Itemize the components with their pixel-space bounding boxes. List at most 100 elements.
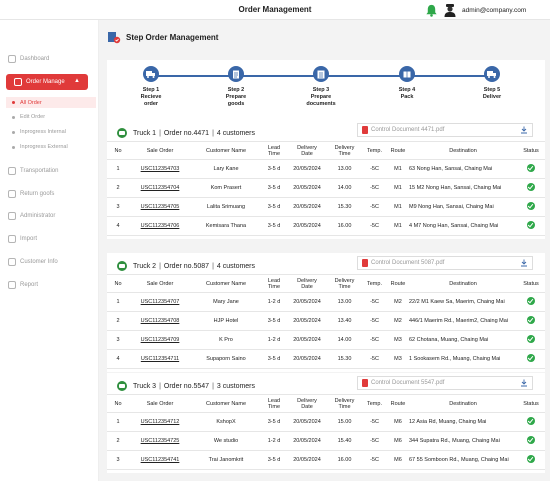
sidebar-item-order-manage[interactable]: Order Manage ▲ bbox=[6, 74, 88, 90]
sale-order-link[interactable]: USC112354704 bbox=[129, 178, 191, 198]
row-no: 3 bbox=[107, 450, 129, 470]
lead-time: 3-5 d bbox=[261, 450, 287, 470]
sidebar-item-customer-info[interactable]: Customer Info bbox=[8, 256, 58, 267]
submenu-label: Inprogress External bbox=[20, 144, 68, 150]
submenu-all-order[interactable]: All Order bbox=[6, 97, 96, 108]
page-title: Step Order Management bbox=[126, 32, 219, 42]
submenu-inprogress-internal[interactable]: Inprogress Internal bbox=[12, 129, 66, 135]
sidebar-item-dashboard[interactable]: Dashboard bbox=[8, 53, 49, 64]
bullet-icon bbox=[12, 130, 15, 134]
sale-order-link[interactable]: USC112354709 bbox=[129, 330, 191, 350]
table-row[interactable]: 4 USC112354706 Kemisara Thana 3-5 d 20/05/20… bbox=[107, 216, 545, 236]
download-icon[interactable] bbox=[520, 259, 528, 267]
control-document-field[interactable]: Control Document 4471.pdf bbox=[357, 123, 533, 137]
sale-order-link[interactable]: USC112354706 bbox=[129, 216, 191, 236]
control-document-field[interactable]: Control Document 5087.pdf bbox=[357, 256, 533, 270]
report-icon bbox=[8, 280, 16, 289]
check-circle-icon bbox=[527, 297, 535, 305]
sale-order-link[interactable]: USC112354725 bbox=[129, 431, 191, 451]
header-line: Time bbox=[338, 283, 351, 290]
header-line: Lead bbox=[267, 277, 281, 284]
truck-card: Truck 2 | Order no.5087 | 4 customers Control… bbox=[107, 253, 545, 372]
sidebar-item-return-goods[interactable]: Return goofs bbox=[8, 188, 54, 199]
table-row[interactable]: 1 USC112354712 KshopX 3-5 d 20/05/2024 15.00-… bbox=[107, 412, 545, 432]
col-sale-order: Sale Order bbox=[129, 141, 191, 160]
delivery-time: 15.30 bbox=[327, 197, 362, 217]
col-customer: Customer Name bbox=[191, 394, 261, 413]
lead-time: 1-2 d bbox=[261, 330, 287, 350]
table-row[interactable]: 1 USC112354707 Mary Jane 1-2 d 20/05/2024 13.… bbox=[107, 292, 545, 312]
temperature: -5C bbox=[362, 311, 387, 331]
destination: 446/1 Maerim Rd., Maerim2, Chaing Mai bbox=[409, 311, 517, 331]
table-row[interactable]: 2 USC112354708 HJP Hotel 3-5 d 20/05/2024 13.… bbox=[107, 311, 545, 331]
truck-label: Truck 3 bbox=[133, 382, 157, 390]
sale-order-link[interactable]: USC112354708 bbox=[129, 311, 191, 331]
sidebar-item-label: Transportation bbox=[20, 167, 59, 174]
col-no: No bbox=[107, 274, 129, 293]
truck-label: Truck 1 bbox=[133, 129, 157, 137]
sale-order-link[interactable]: USC112354703 bbox=[129, 159, 191, 179]
step-label: documents bbox=[306, 101, 336, 107]
bullet-icon bbox=[12, 145, 15, 149]
submenu-inprogress-external[interactable]: Inprogress External bbox=[12, 144, 68, 150]
download-icon[interactable] bbox=[520, 126, 528, 134]
table-row[interactable]: 3 USC112354709 K Pro 1-2 d 20/05/2024 14.00 -5… bbox=[107, 330, 545, 350]
temperature: -5C bbox=[362, 330, 387, 350]
row-no: 4 bbox=[107, 216, 129, 236]
delivery-truck-icon bbox=[484, 66, 500, 82]
delivery-time: 14.00 bbox=[327, 330, 362, 350]
sidebar-item-import[interactable]: Import bbox=[8, 233, 37, 244]
delivery-time: 15.30 bbox=[327, 349, 362, 369]
separator: | bbox=[212, 262, 214, 270]
submenu-edit-order[interactable]: Edit Order bbox=[12, 114, 45, 120]
table-row[interactable]: 3 USC112354741 Trai Janomkrit 3-5 d 20/05/20… bbox=[107, 450, 545, 470]
control-document-field[interactable]: Control Document 5547.pdf bbox=[357, 376, 533, 390]
order-number: Order no.5087 bbox=[163, 262, 210, 270]
route: M6 bbox=[387, 431, 409, 451]
delivery-date: 20/05/2024 bbox=[287, 450, 327, 470]
sale-order-link[interactable]: USC112354705 bbox=[129, 197, 191, 217]
delivery-date: 20/05/2024 bbox=[287, 216, 327, 236]
destination: 22/2 M1 Kaew Sa, Maerim, Chaing Mai bbox=[409, 292, 517, 312]
sale-order-link[interactable]: USC112354712 bbox=[129, 412, 191, 432]
separator: | bbox=[159, 129, 161, 137]
truck-card: Truck 1 | Order no.4471 | 4 customers Control… bbox=[107, 120, 545, 239]
delivery-date: 20/05/2024 bbox=[287, 178, 327, 198]
step-3: Step 3 Prepare documents bbox=[291, 66, 351, 108]
route: M1 bbox=[387, 159, 409, 179]
header-line: Delivery bbox=[297, 144, 317, 151]
col-delivery-time: Delivery Time bbox=[327, 274, 362, 293]
route: M1 bbox=[387, 216, 409, 236]
col-destination: Destination bbox=[409, 141, 517, 160]
sidebar-item-transportation[interactable]: Transportation bbox=[8, 165, 58, 176]
table-row[interactable]: 2 USC112354725 We studio 1-2 d 20/05/2024 15.… bbox=[107, 431, 545, 451]
user-avatar-icon[interactable] bbox=[443, 3, 457, 17]
table-row[interactable]: 4 USC112354711 Supaporn Saino 3-5 d 20/05/20… bbox=[107, 349, 545, 369]
pdf-icon bbox=[362, 379, 368, 387]
download-icon[interactable] bbox=[520, 379, 528, 387]
check-circle-icon bbox=[527, 202, 535, 210]
customer-name: Mary Jane bbox=[191, 292, 261, 312]
sidebar-item-report[interactable]: Report bbox=[8, 279, 38, 290]
table-row[interactable]: 2 USC112354704 Kom Prasert 3-5 d 20/05/2024 1… bbox=[107, 178, 545, 198]
temperature: -5C bbox=[362, 450, 387, 470]
customer-name: Kemisara Thana bbox=[191, 216, 261, 236]
header-line: Time bbox=[338, 403, 351, 410]
sale-order-link[interactable]: USC112354711 bbox=[129, 349, 191, 369]
destination: 67 55 Somboon Rd., Muang, Chaing Mai bbox=[409, 450, 517, 470]
bell-icon[interactable] bbox=[425, 4, 438, 17]
user-email[interactable]: admin@company.com bbox=[462, 7, 527, 14]
step-label: Step 2 bbox=[227, 87, 245, 93]
table-row[interactable]: 3 USC112354705 Lalita Srimuang 3-5 d 20/05/2… bbox=[107, 197, 545, 217]
sale-order-link[interactable]: USC112354707 bbox=[129, 292, 191, 312]
truck-icon bbox=[117, 381, 127, 391]
status-cell bbox=[517, 197, 545, 217]
sidebar-item-administrator[interactable]: Administrator bbox=[8, 210, 55, 221]
customer-name: K Pro bbox=[191, 330, 261, 350]
bullet-icon bbox=[12, 101, 15, 104]
table-row[interactable]: 1 USC112354703 Lary Kane 3-5 d 20/05/2024 13.… bbox=[107, 159, 545, 179]
destination: 15 M2 Nong Han, Sansai, Chaing Mai bbox=[409, 178, 517, 198]
check-circle-icon bbox=[527, 316, 535, 324]
col-lead-time: Lead Time bbox=[261, 274, 287, 293]
sale-order-link[interactable]: USC112354741 bbox=[129, 450, 191, 470]
